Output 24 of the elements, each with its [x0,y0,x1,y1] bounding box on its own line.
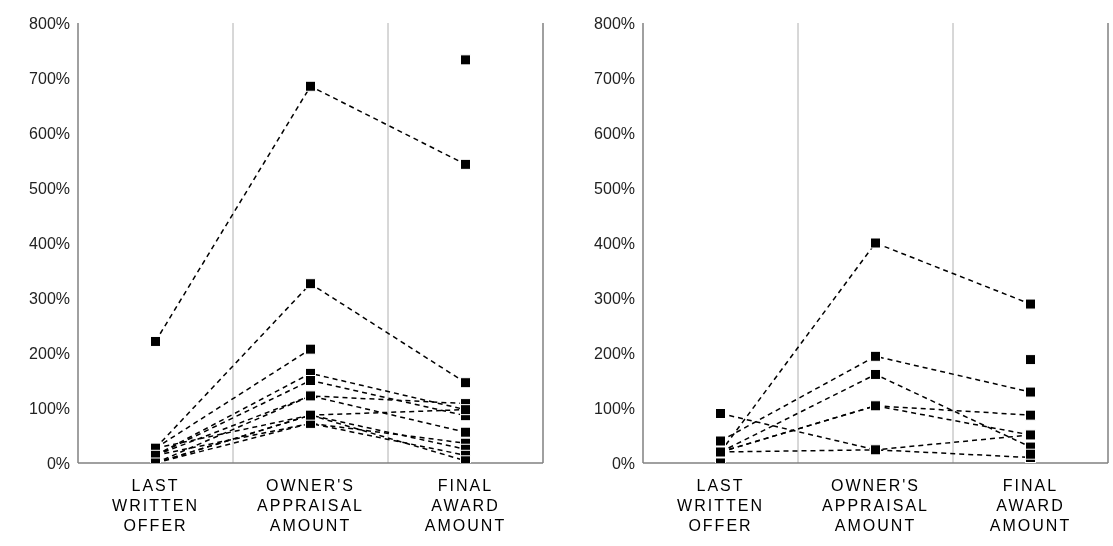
y-tick-label: 200% [594,344,635,362]
y-tick-label: 700% [29,69,70,87]
y-tick-label: 200% [29,344,70,362]
y-tick-label: 800% [29,14,70,32]
x-tick-label: FINAL AWARD AMOUNT [424,477,507,534]
y-tick-label: 400% [594,234,635,252]
y-tick-label: 400% [29,234,70,252]
y-tick-label: 0% [46,454,70,472]
y-tick-label: 800% [594,14,635,32]
x-tick-label: FINAL AWARD AMOUNT [989,477,1072,534]
y-tick-label: 600% [594,124,635,142]
y-tick-label: 0% [611,454,635,472]
y-tick-label: 500% [594,179,635,197]
y-tick-label: 300% [594,289,635,307]
y-tick-label: 100% [594,399,635,417]
x-tick-label: OWNER'S APPRAISAL AMOUNT [822,477,929,534]
y-tick-label: 600% [29,124,70,142]
x-tick-label: LAST WRITTEN OFFER [677,477,764,534]
y-tick-label: 300% [29,289,70,307]
y-tick-label: 500% [29,179,70,197]
x-tick-label: OWNER'S APPRAISAL AMOUNT [257,477,364,534]
x-tick-label: LAST WRITTEN OFFER [112,477,199,534]
y-tick-label: 100% [29,399,70,417]
y-tick-label: 700% [594,69,635,87]
